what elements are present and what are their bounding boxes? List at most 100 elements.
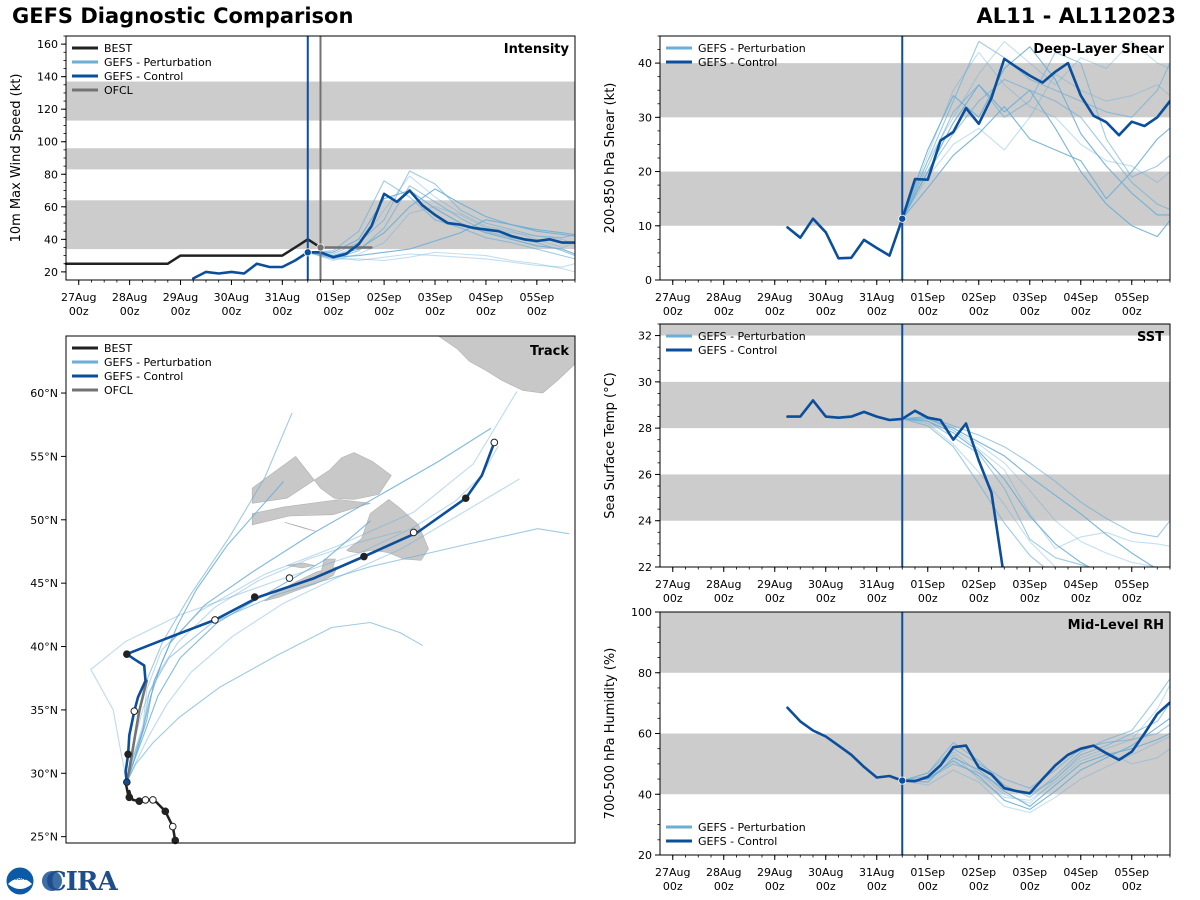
- x-tick-label-day: 02Sep: [367, 291, 402, 304]
- x-tick-label-hour: 00z: [1071, 592, 1091, 605]
- x-tick-label-day: 03Sep: [1012, 578, 1047, 591]
- plot-frame: [659, 323, 1171, 568]
- best-track-line: [64, 238, 322, 265]
- perturbation-series-line: [901, 702, 1170, 795]
- perturbation-series-line: [901, 418, 1057, 567]
- sst-panel: 22242628303227Aug00z28Aug00z29Aug00z30Au…: [603, 323, 1171, 605]
- x-tick-label-hour: 00z: [222, 305, 242, 318]
- x-tick-label-hour: 00z: [969, 592, 989, 605]
- x-tick-label-hour: 00z: [374, 305, 394, 318]
- legend-label-ofcl: OFCL: [104, 384, 134, 397]
- x-tick-label-day: 27Aug: [655, 578, 690, 591]
- perturbation-series-line: [901, 46, 1170, 220]
- x-tick-label-day: 01Sep: [910, 291, 945, 304]
- x-tick-label-hour: 00z: [867, 592, 887, 605]
- x-tick-label-day: 01Sep: [910, 866, 945, 879]
- x-tick-label-day: 29Aug: [757, 866, 792, 879]
- x-tick-label-day: 31Aug: [859, 291, 894, 304]
- x-tick-label-hour: 00z: [765, 592, 785, 605]
- perturbation-series-line: [901, 105, 1170, 220]
- y-tick-label: 32: [638, 330, 652, 343]
- panel-title: SST: [1137, 330, 1164, 345]
- perturbation-track-line: [126, 478, 520, 783]
- x-tick-label-day: 30Aug: [214, 291, 249, 304]
- perturbation-series-line: [901, 418, 1155, 567]
- legend-label-perturbation: GEFS - Perturbation: [104, 56, 212, 69]
- x-tick-label-day: 04Sep: [1063, 291, 1098, 304]
- x-tick-label-day: 30Aug: [808, 578, 843, 591]
- control-track-point: [130, 707, 139, 715]
- x-tick-label-day: 04Sep: [1063, 866, 1098, 879]
- x-tick-label-hour: 00z: [171, 305, 191, 318]
- control-series-line: [786, 701, 1170, 795]
- control-track-line: [124, 441, 496, 784]
- legend-label-control: GEFS - Control: [698, 835, 777, 848]
- legend-label-control: GEFS - Control: [104, 370, 183, 383]
- x-tick-label-hour: 00z: [1122, 305, 1142, 318]
- x-tick-label-hour: 00z: [816, 592, 836, 605]
- best-track-point: [141, 796, 150, 804]
- perturbation-lines: [901, 40, 1170, 238]
- x-tick-label-day: 28Aug: [706, 866, 741, 879]
- x-tick-label-hour: 00z: [323, 305, 343, 318]
- shear-panel: 01020304027Aug00z28Aug00z29Aug00z30Aug00…: [603, 35, 1171, 318]
- control-series: [786, 57, 1170, 260]
- x-tick-label-hour: 00z: [663, 305, 683, 318]
- x-tick-label-hour: 00z: [918, 592, 938, 605]
- x-tick-label-hour: 00z: [765, 880, 785, 893]
- control-track-point: [490, 438, 499, 447]
- x-tick-label-day: 02Sep: [961, 866, 996, 879]
- control-init-marker: [898, 214, 907, 223]
- x-tick-label-hour: 00z: [1020, 880, 1040, 893]
- y-tick-label: 24: [638, 515, 652, 528]
- best-track-point: [125, 793, 134, 802]
- lat-tick-label: 25°N: [30, 831, 58, 844]
- lat-tick-label: 50°N: [30, 514, 58, 527]
- x-tick-label-day: 28Aug: [706, 291, 741, 304]
- panel-title: Track: [530, 344, 569, 359]
- perturbation-series-line: [901, 416, 1170, 538]
- perturbation-series-line: [901, 73, 1170, 220]
- x-tick-label-hour: 00z: [765, 305, 785, 318]
- x-tick-label-day: 31Aug: [859, 578, 894, 591]
- rh-panel: 2040608010027Aug00z28Aug00z29Aug00z30Aug…: [603, 606, 1171, 893]
- perturbation-series-line: [901, 717, 1170, 810]
- perturbation-series-line: [307, 185, 575, 260]
- y-tick-label: 60: [44, 201, 58, 214]
- y-tick-label: 140: [37, 71, 58, 84]
- lat-tick-label: 45°N: [30, 577, 58, 590]
- y-tick-label: 20: [638, 849, 652, 862]
- perturbation-series-line: [901, 40, 1170, 220]
- x-tick-label-day: 31Aug: [859, 866, 894, 879]
- y-tick-label: 26: [638, 468, 652, 481]
- control-track-point: [360, 552, 368, 561]
- y-tick-label: 28: [638, 422, 652, 435]
- perturbation-series-line: [307, 219, 575, 258]
- control-track-point: [211, 616, 219, 624]
- perturbation-track-line: [126, 391, 518, 783]
- storm-id-title: AL11 - AL112023: [976, 4, 1177, 28]
- x-tick-label-day: 03Sep: [1012, 291, 1047, 304]
- best-track-point: [149, 796, 157, 804]
- control-init-marker: [303, 248, 312, 257]
- x-tick-label-hour: 00z: [527, 305, 547, 318]
- legend-label-best: BEST: [104, 42, 132, 55]
- perturbation-series-line: [901, 416, 1170, 550]
- control-track-point: [409, 528, 418, 537]
- map-frame: [65, 335, 576, 844]
- y-tick-label: 22: [638, 561, 652, 574]
- perturbation-track-line: [126, 412, 293, 783]
- category-band: [660, 612, 1170, 673]
- y-axis-label: Sea Surface Temp (°C): [603, 372, 618, 519]
- x-tick-label-day: 29Aug: [163, 291, 198, 304]
- noaa-cira-emblem: [5, 866, 62, 896]
- legend-label-perturbation: GEFS - Perturbation: [104, 356, 212, 369]
- track-panel: 25°N 30°N 35°N 40°N 45°N 50°N 55°N 60°N Track: [30, 335, 576, 845]
- perturbation-series-line: [901, 84, 1170, 238]
- x-tick-label-hour: 00z: [714, 592, 734, 605]
- y-tick-label: 120: [37, 103, 58, 116]
